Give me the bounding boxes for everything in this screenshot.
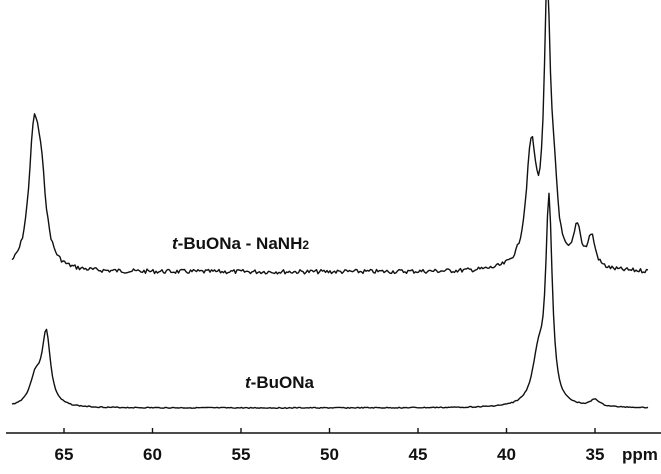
x-tick-label: 40 (497, 445, 516, 464)
x-tick-label: 35 (586, 445, 605, 464)
x-tick-label: 50 (320, 445, 339, 464)
x-axis: 65 60 55 50 45 40 35 ppm (6, 428, 661, 464)
series-label-rest: -BuONa - NaNH (178, 234, 303, 253)
x-tick-labels: 65 60 55 50 45 40 35 (55, 428, 605, 464)
series-label-mixture: t-BuONa - NaNH2 (172, 234, 309, 253)
series-label-pure: t-BuONa (245, 373, 314, 392)
x-tick-label: 60 (143, 445, 162, 464)
x-tick-label: 45 (409, 445, 428, 464)
series-layer (11, 0, 649, 410)
series-label-italic: t (172, 234, 179, 253)
spectrum-trace-pure (11, 192, 649, 410)
x-tick-label: 55 (232, 445, 251, 464)
spectrum-trace-mixture (11, 0, 649, 275)
series-label-subscript: 2 (302, 238, 309, 252)
x-unit-label: ppm (622, 445, 658, 464)
x-tick-label: 65 (55, 445, 74, 464)
series-label-rest: -BuONa (251, 373, 315, 392)
series-label-italic: t (245, 373, 252, 392)
